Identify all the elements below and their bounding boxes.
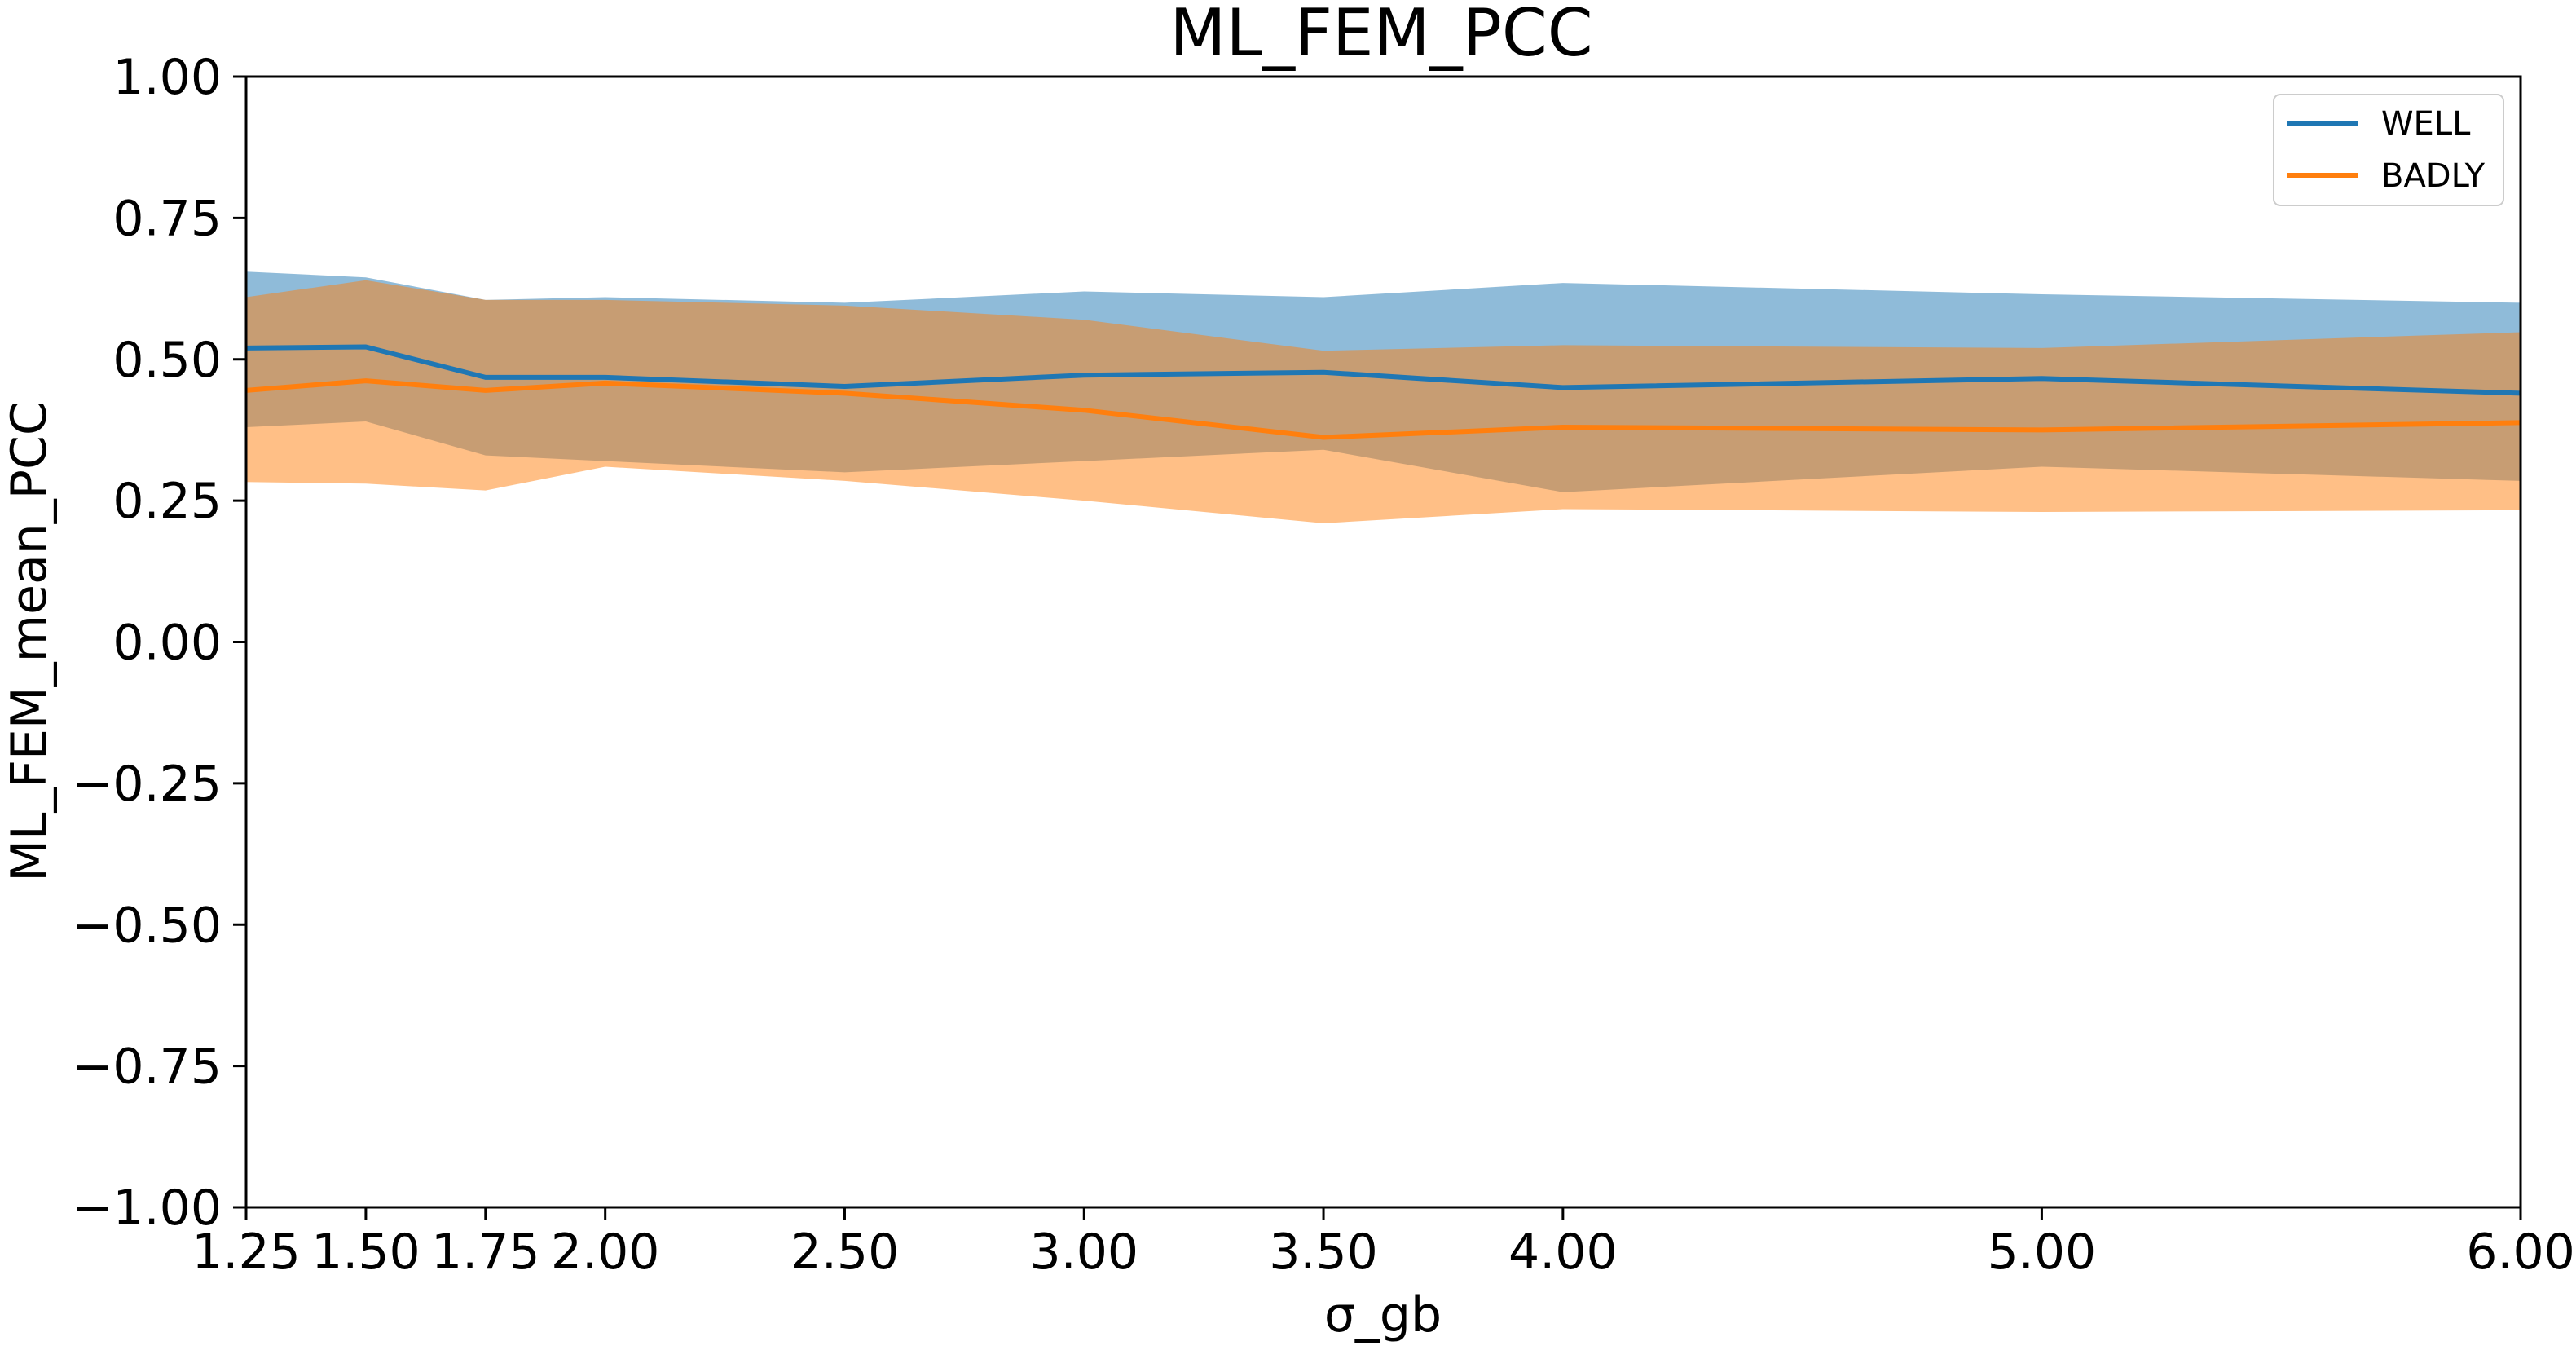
y-tick-label: 0.50 <box>112 332 222 389</box>
x-tick-label: 4.00 <box>1508 1224 1618 1281</box>
y-tick-label: 0.75 <box>112 190 222 247</box>
x-tick-label: 1.50 <box>311 1224 421 1281</box>
x-tick-label: 2.00 <box>551 1224 660 1281</box>
x-tick-label: 1.25 <box>192 1224 301 1281</box>
y-tick-label: −0.50 <box>72 897 222 954</box>
x-tick-label: 1.75 <box>431 1224 540 1281</box>
y-axis: −1.00 −0.75 −0.50 −0.25 0.00 0.25 0.50 0.75 1.00 <box>72 49 246 1237</box>
x-tick-label: 5.00 <box>1988 1224 2097 1281</box>
line-well <box>245 344 2521 396</box>
x-tick-label: 6.00 <box>2466 1224 2575 1281</box>
legend-label-well: WELL <box>2381 105 2471 143</box>
y-tick-label: −0.75 <box>72 1039 222 1096</box>
y-tick-label: 1.00 <box>112 49 222 106</box>
y-tick-label: −1.00 <box>72 1180 222 1237</box>
x-axis: 1.25 1.50 1.75 2.00 2.50 3.00 3.50 4.00 5.00 6.00 <box>192 1207 2575 1281</box>
series-bands <box>246 271 2521 523</box>
x-tick-label: 3.00 <box>1029 1224 1138 1281</box>
y-tick-label: −0.25 <box>72 756 222 813</box>
x-tick-label: 3.50 <box>1269 1224 1378 1281</box>
line-badly <box>245 378 2521 440</box>
y-tick-label: 0.00 <box>112 615 222 672</box>
legend-label-badly: BADLY <box>2381 157 2486 195</box>
x-tick-label: 2.50 <box>790 1224 900 1281</box>
band-badly <box>246 280 2521 523</box>
x-axis-title: σ_gb <box>1324 1286 1442 1343</box>
y-axis-title: ML_FEM_mean_PCC <box>1 401 58 882</box>
legend: WELL BADLY <box>2273 94 2504 206</box>
y-tick-label: 0.25 <box>112 473 222 530</box>
chart-title: ML_FEM_PCC <box>1169 0 1592 71</box>
series-lines <box>245 344 2521 440</box>
